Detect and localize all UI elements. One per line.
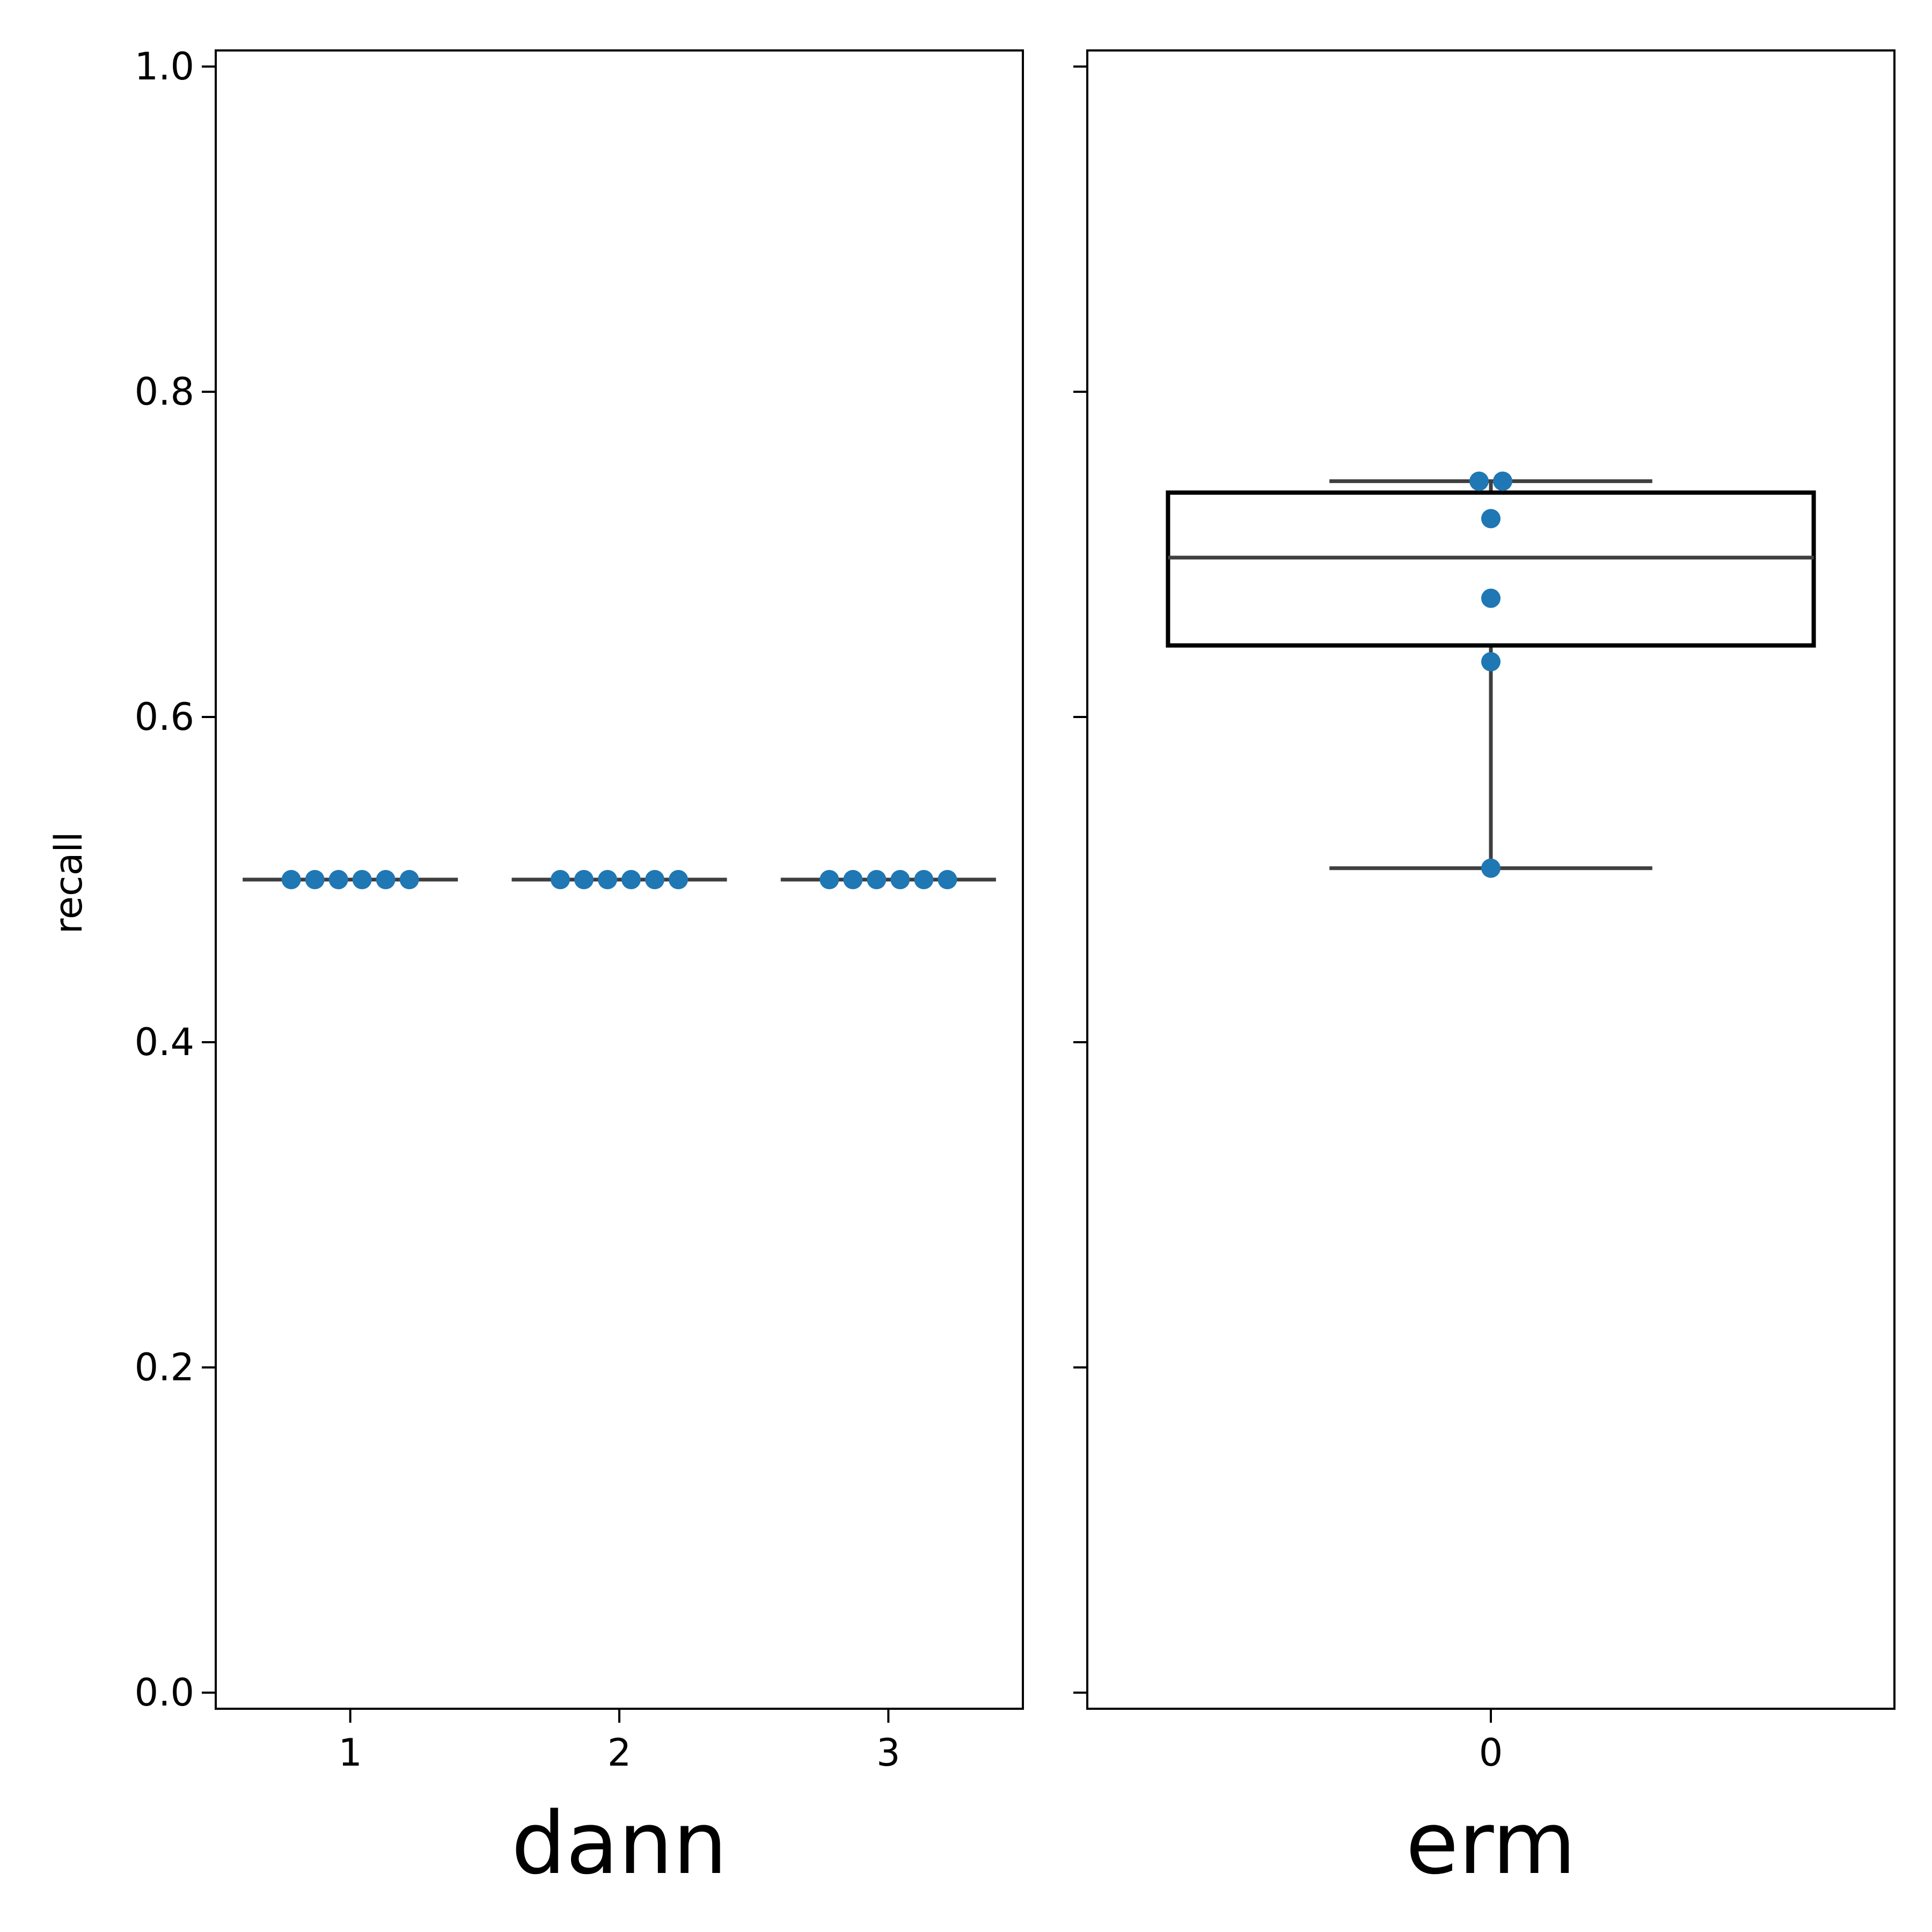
y-tick-label: 0.0 — [135, 1671, 194, 1715]
y-tick-label: 0.8 — [135, 370, 194, 414]
data-point — [621, 870, 641, 889]
data-point — [551, 870, 570, 889]
data-point — [281, 870, 301, 889]
data-point — [305, 870, 325, 889]
data-point — [914, 870, 934, 889]
y-tick-label: 0.6 — [135, 695, 194, 739]
data-point — [574, 870, 594, 889]
x-tick-label: 3 — [876, 1731, 901, 1775]
panel-erm: 0 erm — [1073, 49, 1896, 1893]
data-point — [598, 870, 617, 889]
data-point — [669, 870, 688, 889]
data-point — [352, 870, 372, 889]
data-point — [645, 870, 664, 889]
data-point — [843, 870, 863, 889]
data-point — [1469, 471, 1489, 491]
x-tick-label: 0 — [1479, 1731, 1503, 1775]
data-point — [819, 870, 839, 889]
panel-x-label: erm — [1406, 1793, 1576, 1893]
y-tick-label: 0.4 — [135, 1020, 194, 1064]
data-point — [376, 870, 396, 889]
y-tick-label: 0.2 — [135, 1345, 194, 1389]
panel-dann: 0.0 0.2 0.4 0.6 0.8 1.0 1 2 3 dann — [135, 45, 1024, 1893]
x-tick-label: 2 — [608, 1731, 632, 1775]
y-axis-label: recall — [47, 832, 91, 934]
data-point — [1481, 652, 1501, 671]
panel-x-label: dann — [511, 1793, 727, 1893]
data-point — [1481, 588, 1501, 608]
data-point — [1481, 509, 1501, 529]
data-point — [399, 870, 419, 889]
data-point — [328, 870, 348, 889]
data-point — [1493, 471, 1512, 491]
data-point — [890, 870, 910, 889]
data-point — [938, 870, 957, 889]
x-tick-label: 1 — [338, 1731, 362, 1775]
data-point — [867, 870, 887, 889]
y-tick-label: 1.0 — [135, 45, 194, 89]
data-point — [1481, 858, 1501, 878]
